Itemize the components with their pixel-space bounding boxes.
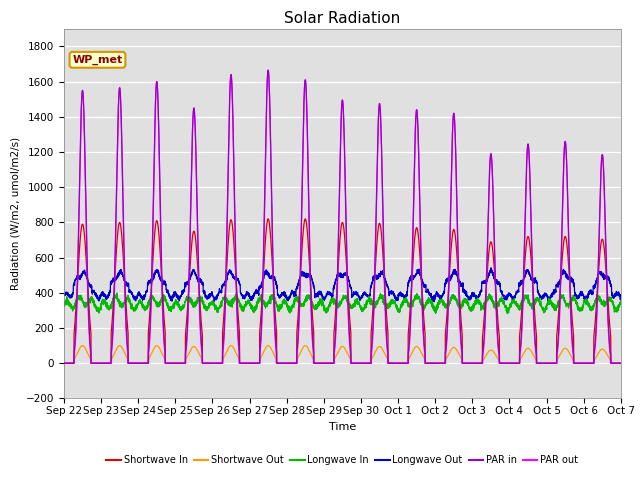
Text: WP_met: WP_met — [72, 55, 123, 65]
X-axis label: Time: Time — [329, 421, 356, 432]
Title: Solar Radiation: Solar Radiation — [284, 11, 401, 26]
Y-axis label: Radiation (W/m2, umol/m2/s): Radiation (W/m2, umol/m2/s) — [10, 137, 20, 290]
Legend: Shortwave In, Shortwave Out, Longwave In, Longwave Out, PAR in, PAR out: Shortwave In, Shortwave Out, Longwave In… — [102, 451, 582, 469]
